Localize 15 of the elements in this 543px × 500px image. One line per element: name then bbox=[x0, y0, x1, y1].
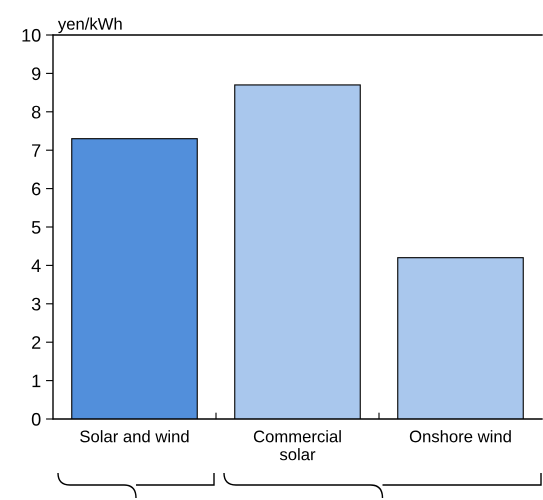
y-tick-label: 2 bbox=[32, 336, 40, 349]
x-tick-label: Solar and wind bbox=[80, 430, 189, 442]
x-tick-label: Onshore wind bbox=[410, 430, 511, 442]
y-tick-label: 10 bbox=[22, 28, 40, 42]
y-tick-label: 4 bbox=[32, 260, 41, 272]
y-tick-label: 3 bbox=[32, 298, 40, 311]
y-tick-label: 8 bbox=[32, 106, 40, 119]
y-tick-label: 5 bbox=[32, 221, 40, 234]
y-tick-label: 9 bbox=[32, 67, 40, 80]
y-tick-label: 6 bbox=[32, 182, 40, 196]
y-tick-label: 0 bbox=[32, 412, 40, 426]
y-tick-label: 7 bbox=[32, 144, 40, 157]
y-axis-title: yen/kWh bbox=[58, 18, 122, 34]
y-tick-label: 1 bbox=[32, 374, 40, 388]
x-tick-label: Commercial solar bbox=[254, 430, 341, 460]
